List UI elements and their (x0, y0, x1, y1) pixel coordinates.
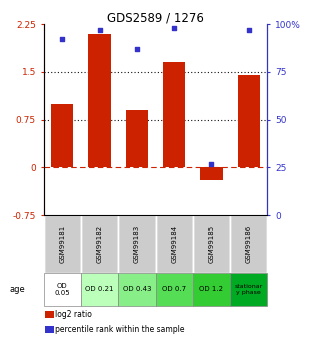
Bar (51, 104, 73, 167)
Text: log2 ratio: log2 ratio (55, 310, 92, 319)
Bar (44, 215, 81, 273)
Text: OD 1.2: OD 1.2 (199, 286, 224, 293)
Text: GSM99181: GSM99181 (59, 225, 65, 263)
Point (246, 27, 251, 33)
Bar (230, 273, 267, 306)
Text: OD
0.05: OD 0.05 (54, 283, 70, 296)
Bar (118, 215, 156, 273)
Point (209, 161, 214, 166)
Bar (156, 215, 193, 273)
Bar (81, 273, 118, 306)
Bar (126, 110, 148, 167)
Point (60, 37, 65, 42)
Bar (44, 273, 81, 306)
Bar (45, 326, 53, 333)
Bar (45, 311, 53, 318)
Text: OD 0.43: OD 0.43 (123, 286, 151, 293)
Bar (88, 34, 111, 167)
Text: GSM99186: GSM99186 (246, 225, 252, 263)
Bar (193, 215, 230, 273)
Text: OD 0.7: OD 0.7 (162, 286, 186, 293)
Bar (230, 215, 267, 273)
Point (97, 27, 102, 33)
Text: GSM99183: GSM99183 (134, 225, 140, 263)
Text: age: age (9, 285, 25, 294)
Text: GSM99184: GSM99184 (171, 225, 177, 263)
Point (172, 25, 177, 31)
Bar (163, 62, 185, 167)
Bar (81, 215, 118, 273)
Text: GSM99182: GSM99182 (96, 225, 103, 263)
Bar (156, 273, 193, 306)
Bar (118, 273, 156, 306)
Bar (193, 273, 230, 306)
Bar (200, 167, 223, 180)
Text: stationar
y phase: stationar y phase (235, 284, 263, 295)
Bar (238, 75, 260, 167)
Point (134, 46, 139, 52)
Title: GDS2589 / 1276: GDS2589 / 1276 (107, 11, 204, 24)
Text: percentile rank within the sample: percentile rank within the sample (55, 325, 185, 334)
Text: GSM99185: GSM99185 (208, 225, 215, 263)
Text: OD 0.21: OD 0.21 (85, 286, 114, 293)
